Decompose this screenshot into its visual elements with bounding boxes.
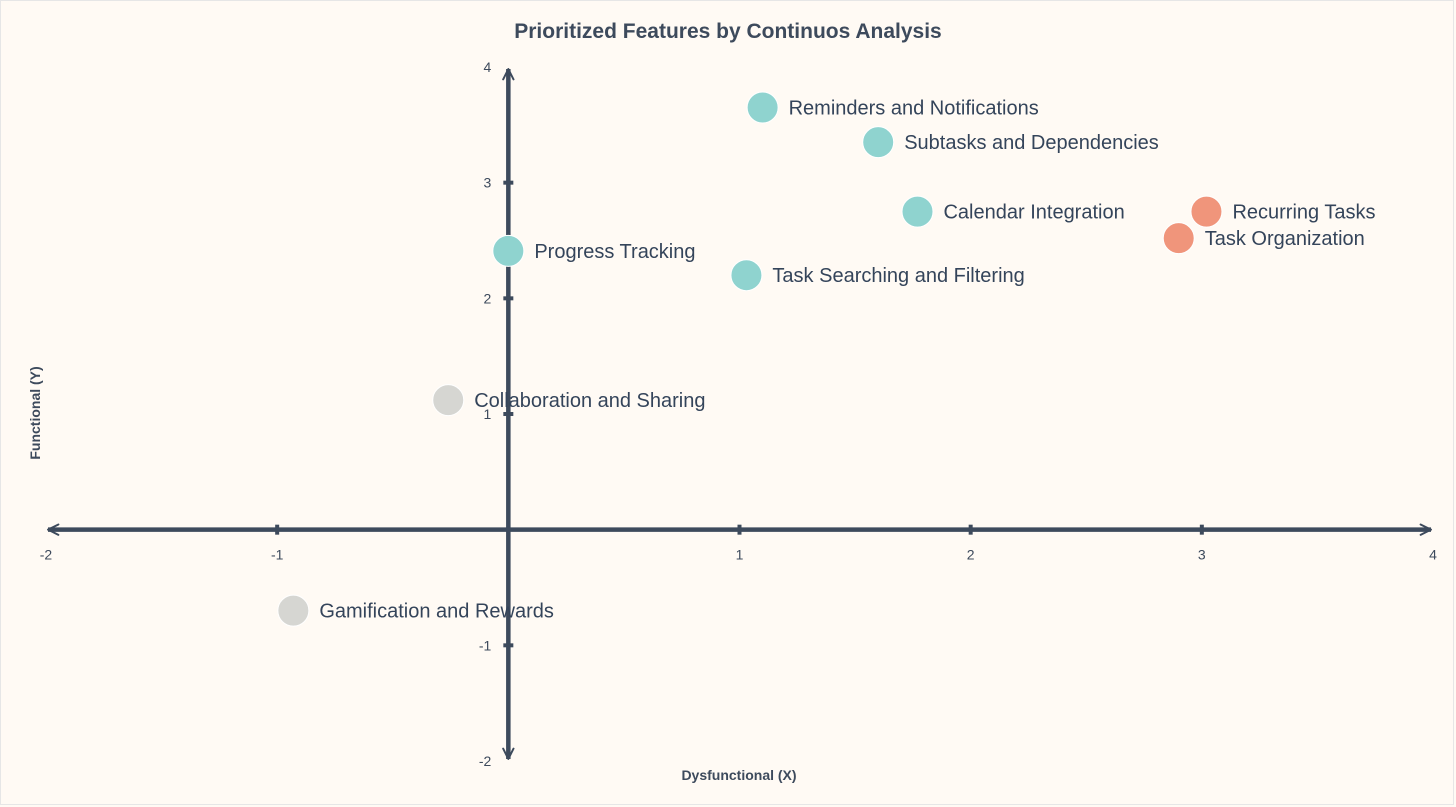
axes	[47, 68, 1432, 760]
data-point: Calendar Integration	[901, 195, 1125, 228]
chart-title: Prioritized Features by Continuos Analys…	[514, 20, 941, 43]
data-point: Collaboration and Sharing	[432, 384, 706, 417]
data-point: Gamification and Rewards	[277, 594, 554, 627]
data-point-label: Gamification and Rewards	[319, 601, 554, 623]
y-axis-label: Functional (Y)	[27, 366, 43, 459]
tick-marks: -2 -1 1 2 3 4 4 3 2 1 -1 -2	[40, 59, 1437, 769]
y-tick-label: -1	[479, 637, 492, 653]
data-points: Reminders and Notifications Subtasks and …	[277, 91, 1375, 627]
x-tick-label: 2	[967, 547, 975, 563]
data-point-label: Reminders and Notifications	[789, 97, 1039, 119]
data-point: Progress Tracking	[492, 234, 696, 267]
data-point-label: Task Searching and Filtering	[772, 265, 1024, 287]
data-point-label: Calendar Integration	[943, 202, 1124, 224]
data-point: Reminders and Notifications	[746, 91, 1039, 124]
y-tick-label: 4	[484, 59, 492, 75]
x-tick-label: 1	[736, 547, 744, 563]
x-tick-label: -1	[271, 547, 284, 563]
y-tick-label: -2	[479, 753, 492, 769]
x-tick-label: -2	[40, 547, 53, 563]
x-axis-label: Dysfunctional (X)	[681, 767, 796, 783]
data-point-marker	[730, 259, 763, 292]
data-point: Task Organization	[1162, 222, 1365, 255]
data-point-marker	[901, 195, 934, 228]
data-point-marker	[862, 126, 895, 159]
y-tick-label: 3	[484, 175, 492, 191]
data-point-marker	[432, 384, 465, 417]
data-point-marker	[492, 234, 525, 267]
data-point-label: Recurring Tasks	[1232, 202, 1375, 224]
data-point-label: Progress Tracking	[534, 241, 695, 263]
x-tick-label: 3	[1198, 547, 1206, 563]
data-point: Subtasks and Dependencies	[862, 126, 1159, 159]
data-point-label: Collaboration and Sharing	[474, 390, 705, 412]
data-point-marker	[1190, 195, 1223, 228]
data-point-label: Subtasks and Dependencies	[904, 132, 1159, 154]
data-point-marker	[277, 594, 310, 627]
data-point-label: Task Organization	[1205, 228, 1365, 250]
y-tick-label: 2	[484, 290, 492, 306]
data-point: Recurring Tasks	[1190, 195, 1375, 228]
x-tick-label: 4	[1429, 547, 1437, 563]
data-point: Task Searching and Filtering	[730, 259, 1025, 292]
data-point-marker	[1162, 222, 1195, 255]
data-point-marker	[746, 91, 779, 124]
y-tick-label: 1	[484, 406, 492, 422]
